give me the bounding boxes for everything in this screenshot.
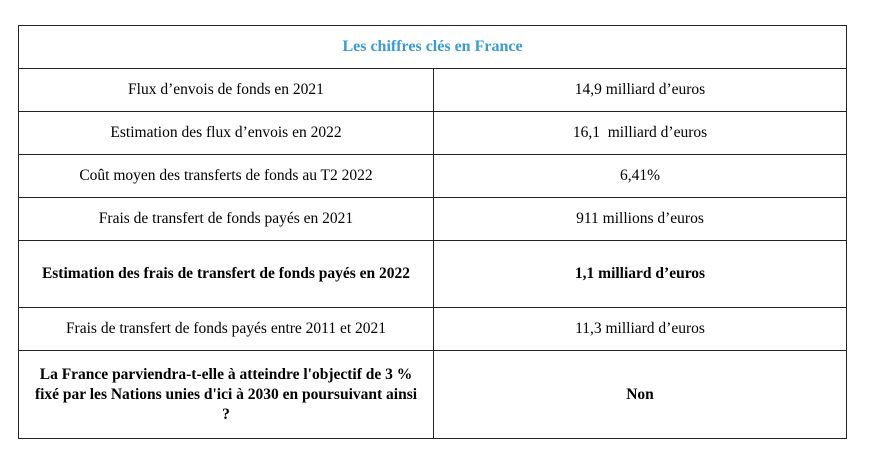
row-label: Estimation des flux d’envois en 2022 xyxy=(18,111,434,155)
row-value: Non xyxy=(433,350,847,439)
row-label: Frais de transfert de fonds payés entre … xyxy=(18,307,434,351)
table-row: Estimation des flux d’envois en 2022 16,… xyxy=(18,111,847,155)
row-value: 6,41% xyxy=(433,154,847,198)
table-row: La France parviendra-t-elle à atteindre … xyxy=(18,350,847,439)
table-row: Frais de transfert de fonds payés en 202… xyxy=(18,197,847,241)
row-label: Frais de transfert de fonds payés en 202… xyxy=(18,197,434,241)
row-label: Estimation des frais de transfert de fon… xyxy=(18,240,434,308)
table-row: Coût moyen des transferts de fonds au T2… xyxy=(18,154,847,198)
row-value: 911 millions d’euros xyxy=(433,197,847,241)
table-title: Les chiffres clés en France xyxy=(18,25,847,69)
row-value: 11,3 milliard d’euros xyxy=(433,307,847,351)
row-label: La France parviendra-t-elle à atteindre … xyxy=(18,350,434,439)
row-value: 1,1 milliard d’euros xyxy=(433,240,847,308)
row-value: 16,1 milliard d’euros xyxy=(433,111,847,155)
row-label: Coût moyen des transferts de fonds au T2… xyxy=(18,154,434,198)
row-label: Flux d’envois de fonds en 2021 xyxy=(18,68,434,112)
table-row: Flux d’envois de fonds en 2021 14,9 mill… xyxy=(18,68,847,112)
key-figures-table: Les chiffres clés en France Flux d’envoi… xyxy=(18,25,847,439)
table-row: Estimation des frais de transfert de fon… xyxy=(18,240,847,308)
table-row: Frais de transfert de fonds payés entre … xyxy=(18,307,847,351)
row-value: 14,9 milliard d’euros xyxy=(433,68,847,112)
